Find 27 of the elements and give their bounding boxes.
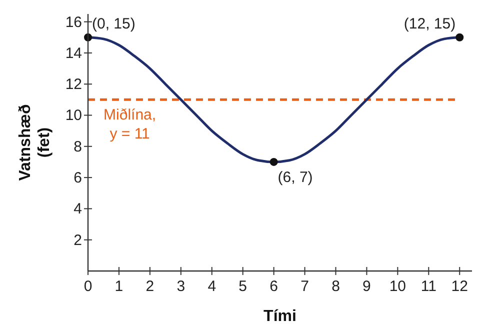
- y-tick-label: 8: [74, 138, 82, 156]
- x-tick-label: 7: [300, 278, 309, 295]
- x-tick-label: 8: [332, 278, 340, 295]
- x-tick-label: 9: [362, 278, 371, 295]
- annotation: (6, 7): [278, 168, 313, 186]
- y-tick-label: 4: [74, 200, 82, 218]
- y-tick-label: 14: [65, 44, 82, 62]
- y-tick-label: 6: [74, 170, 82, 187]
- x-tick-label: 6: [270, 278, 278, 295]
- y-tick-label: 16: [65, 14, 82, 31]
- y-tick-label: 2: [74, 232, 82, 249]
- y-tick-label: 12: [65, 76, 82, 94]
- x-tick-label: 2: [146, 278, 154, 295]
- ref-line-label: Miðlína, y = 11: [104, 106, 156, 143]
- x-tick-label: 4: [208, 278, 216, 295]
- x-axis-title: Tími: [264, 308, 296, 325]
- x-tick-label: 0: [84, 278, 92, 295]
- annotation: (0, 15): [92, 15, 136, 32]
- x-tick-label: 12: [451, 278, 468, 295]
- x-tick-label: 10: [389, 278, 406, 295]
- x-tick-label: 3: [176, 278, 186, 295]
- annotation: (12, 15): [404, 15, 456, 32]
- x-tick-label: 1: [114, 278, 124, 295]
- x-tick-label: 5: [238, 278, 248, 295]
- y-tick-label: 10: [65, 107, 82, 124]
- x-tick-label: 11: [420, 278, 436, 295]
- y-axis-title: Vatnshæð (fet): [17, 104, 53, 181]
